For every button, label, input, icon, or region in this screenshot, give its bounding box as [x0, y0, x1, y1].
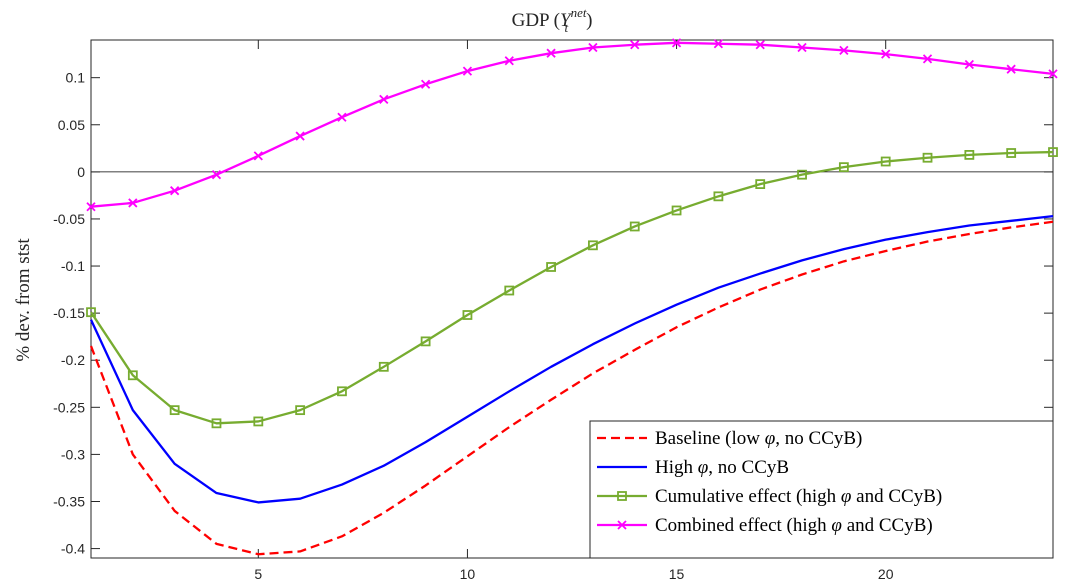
x-marker: [337, 112, 347, 122]
x-marker: [420, 79, 431, 89]
x-tick-label: 15: [669, 566, 685, 582]
legend-label: Cumulative effect (high φ and CCyB): [655, 486, 942, 507]
square-marker: [617, 491, 627, 501]
x-marker: [1048, 69, 1058, 79]
x-marker: [128, 198, 138, 208]
square-marker: [1006, 148, 1017, 158]
y-tick-label: -0.25: [53, 399, 85, 415]
series-line: [90, 41, 1054, 208]
square-marker: [838, 162, 849, 173]
legend-label: High φ, no CCyB: [655, 457, 789, 478]
square-marker: [1048, 147, 1058, 157]
square-marker: [127, 370, 138, 381]
y-tick-label: 0: [77, 164, 85, 180]
x-marker: [253, 151, 263, 161]
x-marker: [964, 59, 974, 70]
series-line: [89, 214, 1054, 504]
x-marker: [1006, 64, 1016, 74]
square-marker: [86, 307, 96, 318]
series-3: [86, 147, 1058, 429]
x-marker: [755, 40, 765, 50]
x-marker: [462, 66, 473, 76]
x-marker: [922, 54, 933, 64]
x-marker: [671, 38, 682, 48]
square-marker: [629, 221, 640, 232]
square-marker: [378, 361, 389, 372]
square-marker: [755, 179, 766, 189]
series-layer: [86, 38, 1058, 556]
square-marker: [420, 336, 431, 347]
x-tick-label: 10: [460, 566, 476, 582]
y-tick-label: -0.15: [53, 305, 85, 321]
x-tick-label: 5: [254, 566, 262, 582]
x-tick-label: 20: [878, 566, 894, 582]
square-marker: [880, 156, 891, 167]
y-tick-label: 0.05: [58, 117, 85, 133]
y-tick-label: -0.3: [61, 446, 85, 462]
square-marker: [713, 191, 724, 202]
x-marker: [546, 48, 556, 58]
square-marker: [797, 169, 807, 180]
x-marker: [630, 40, 640, 50]
square-marker: [211, 418, 222, 429]
x-marker: [86, 202, 96, 212]
square-marker: [253, 416, 264, 427]
title-symbol: Y: [560, 10, 573, 31]
chart-title: GDP (Ynet t): [512, 5, 593, 35]
square-marker: [337, 386, 347, 397]
legend: Baseline (low φ, no CCyB) High φ, no CCyB…: [589, 420, 1054, 559]
legend-box: [589, 420, 1054, 559]
x-marker: [713, 39, 724, 49]
x-marker: [170, 186, 180, 196]
y-tick-label: -0.1: [61, 258, 85, 274]
square-marker: [922, 152, 933, 163]
series-1: [89, 220, 1054, 556]
series-line: [90, 150, 1054, 425]
x-marker: [211, 170, 222, 180]
series-2: [89, 214, 1054, 504]
x-marker: [379, 94, 389, 104]
x-marker: [617, 520, 627, 530]
title-superscript: net: [571, 5, 587, 20]
legend-label: Baseline (low φ, no CCyB): [655, 428, 862, 449]
plot-frame: [90, 39, 1054, 559]
y-tick-label: -0.4: [61, 541, 85, 557]
square-marker: [964, 150, 975, 160]
y-tick-label: 0.1: [66, 70, 86, 86]
x-marker: [295, 131, 305, 141]
y-tick-label: -0.05: [53, 211, 85, 227]
legend-items: Baseline (low φ, no CCyB) High φ, no CCyB…: [597, 428, 942, 536]
square-marker: [504, 285, 515, 296]
square-marker: [462, 310, 473, 320]
title-close: ): [586, 10, 592, 31]
square-marker: [588, 240, 598, 251]
title-main: GDP (: [512, 10, 560, 31]
x-marker: [588, 42, 598, 53]
square-marker: [295, 405, 306, 416]
ticks-layer: 5 10 15 20 0.1 0.05 0 -0.05 -0.1 -0.15 -0.2 -0.25 -0…: [53, 40, 1053, 582]
series-line: [89, 220, 1054, 556]
x-marker: [504, 56, 514, 66]
y-axis-label: % dev. from stst: [13, 238, 34, 362]
square-marker: [546, 262, 556, 272]
series-4: [86, 38, 1058, 212]
legend-label: Combined effect (high φ and CCyB): [655, 515, 933, 536]
x-marker: [881, 49, 891, 59]
x-marker: [797, 42, 807, 53]
y-tick-label: -0.35: [53, 493, 85, 509]
y-tick-label: -0.2: [61, 352, 85, 368]
square-marker: [169, 405, 180, 416]
x-marker: [839, 45, 849, 55]
title-subscript: t: [564, 20, 568, 35]
square-marker: [671, 205, 682, 216]
